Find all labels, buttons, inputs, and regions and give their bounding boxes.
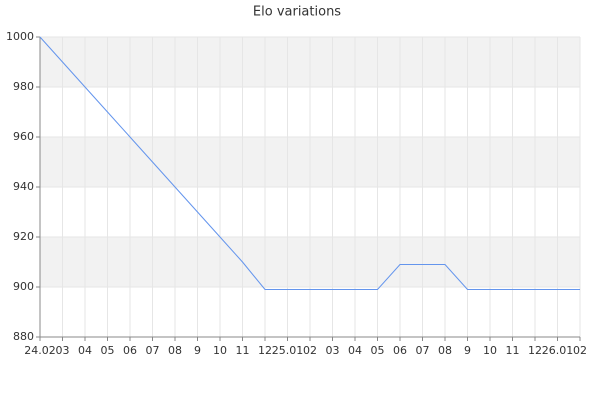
x-tick-label: 02	[303, 344, 317, 357]
line	[39, 36, 580, 290]
x-tick-label: 02	[573, 344, 587, 357]
x-tick-label: 03	[56, 344, 70, 357]
x-tick-label: 07	[416, 344, 430, 357]
chart-title: Elo variations	[253, 5, 341, 20]
x-tick-label: 04	[348, 344, 362, 357]
x-tick-label: 24.02	[24, 344, 56, 357]
x-tick-label: 11	[506, 344, 520, 357]
x-tick-label: 9	[194, 344, 201, 357]
x-tick-label: 03	[326, 344, 340, 357]
x-tick-label: 26.01	[542, 344, 574, 357]
y-tick-label: 900	[13, 280, 34, 293]
y-tick-label: 960	[13, 130, 34, 143]
x-tick-label: 08	[438, 344, 452, 357]
x-tick-label: 11	[236, 344, 250, 357]
y-tick-label: 980	[13, 80, 34, 93]
x-tick-label: 12	[258, 344, 272, 357]
y-tick-label: 880	[13, 330, 34, 343]
y-tick-label: 940	[13, 180, 34, 193]
x-tick-label: 10	[483, 344, 497, 357]
y-tick-label: 920	[13, 230, 34, 243]
x-tick-label: 12	[528, 344, 542, 357]
x-tick-label: 9	[464, 344, 471, 357]
x-tick-label: 07	[146, 344, 160, 357]
x-tick-label: 05	[101, 344, 115, 357]
x-tick-label: 08	[168, 344, 182, 357]
x-tick-label: 05	[371, 344, 385, 357]
x-tick-label: 06	[123, 344, 137, 357]
x-tick-label: 04	[78, 344, 92, 357]
x-tick-label: 25.01	[272, 344, 304, 357]
x-tick-label: 10	[213, 344, 227, 357]
y-tick-label: 1000	[6, 30, 34, 43]
x-tick-label: 06	[393, 344, 407, 357]
